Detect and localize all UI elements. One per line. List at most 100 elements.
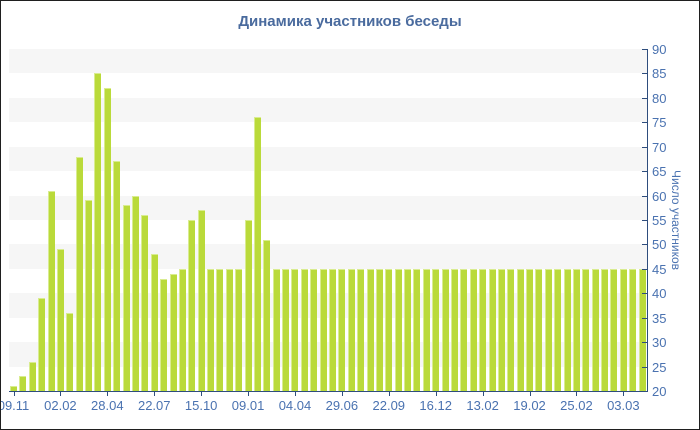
- x-tick: [435, 391, 437, 396]
- bar: [169, 273, 177, 391]
- y-axis-title: Число участников: [669, 169, 683, 271]
- y-axis-tick-label: 60: [652, 188, 667, 204]
- bar: [375, 268, 383, 391]
- x-axis-tick-label: 09.11: [0, 398, 30, 413]
- y-tick: [642, 342, 647, 344]
- bar: [103, 88, 111, 391]
- bar: [160, 278, 168, 391]
- bar: [469, 268, 477, 391]
- bar: [75, 156, 83, 391]
- bar: [113, 161, 121, 391]
- y-axis-tick-label: 20: [652, 384, 667, 399]
- x-tick: [201, 391, 203, 396]
- y-tick: [642, 171, 647, 173]
- x-axis-tick-label: 22.09: [372, 398, 406, 413]
- x-axis-tick-label: 15.10: [184, 398, 218, 413]
- bar: [225, 268, 233, 391]
- bar: [19, 376, 27, 391]
- bar: [526, 268, 534, 391]
- bar: [28, 361, 36, 391]
- x-tick: [623, 391, 625, 396]
- x-axis-tick-label: 13.02: [466, 398, 499, 413]
- bar: [310, 268, 318, 391]
- bar: [544, 268, 552, 391]
- bar: [432, 268, 440, 391]
- bar: [56, 249, 64, 391]
- bar: [385, 268, 393, 391]
- chart-title: Динамика участников беседы: [238, 13, 462, 30]
- y-tick: [642, 97, 647, 99]
- bar: [122, 205, 130, 391]
- x-tick: [341, 391, 343, 396]
- y-tick: [642, 268, 647, 270]
- bar: [319, 268, 327, 391]
- bar: [178, 268, 186, 391]
- bar: [291, 268, 299, 391]
- gridline-stripe: [9, 49, 647, 74]
- bar: [131, 195, 139, 391]
- bar: [619, 268, 627, 391]
- bar: [282, 268, 290, 391]
- x-axis-tick-label: 16.12: [419, 398, 452, 413]
- bar: [582, 268, 590, 391]
- y-tick: [642, 122, 647, 124]
- bar: [422, 268, 430, 391]
- y-tick: [642, 317, 647, 319]
- x-axis-tick-label: 04.04: [278, 398, 312, 413]
- bar: [591, 268, 599, 391]
- x-tick: [13, 391, 15, 396]
- x-tick: [529, 391, 531, 396]
- x-tick: [576, 391, 578, 396]
- bar: [197, 210, 205, 391]
- y-axis-line: [647, 49, 648, 392]
- bar: [66, 312, 74, 391]
- bar: [150, 254, 158, 391]
- bar: [394, 268, 402, 391]
- bar: [488, 268, 496, 391]
- bar: [47, 190, 55, 391]
- bar: [441, 268, 449, 391]
- y-axis-tick-label: 55: [652, 213, 667, 228]
- bar: [10, 386, 17, 391]
- bar: [357, 268, 365, 391]
- bar: [85, 200, 93, 391]
- y-tick: [642, 391, 647, 392]
- y-tick: [642, 293, 647, 295]
- y-tick: [642, 244, 647, 246]
- x-axis-tick-label: 03.03: [607, 398, 640, 413]
- y-tick: [642, 195, 647, 197]
- y-axis-tick-label: 80: [652, 90, 667, 106]
- bar: [563, 268, 571, 391]
- x-axis-tick-label: 25.02: [560, 398, 593, 413]
- bar: [329, 268, 336, 391]
- bar: [366, 268, 374, 391]
- bar: [507, 268, 515, 391]
- y-axis-tick-label: 50: [652, 237, 667, 253]
- x-tick: [388, 391, 390, 396]
- x-axis-tick-label: 29.06: [325, 398, 359, 413]
- bar: [601, 268, 609, 391]
- y-axis-tick-label: 85: [652, 66, 667, 82]
- y-axis-tick-label: 75: [652, 115, 667, 131]
- y-tick: [642, 220, 647, 221]
- x-axis-tick-label: 28.04: [91, 398, 124, 413]
- bar: [338, 268, 346, 391]
- bar: [235, 268, 243, 391]
- x-tick: [60, 391, 62, 396]
- y-axis-tick-label: 40: [652, 286, 667, 302]
- bar: [610, 268, 618, 391]
- bar: [404, 268, 412, 391]
- plot-area: [9, 49, 647, 391]
- x-tick: [154, 391, 156, 396]
- bar: [413, 268, 421, 391]
- bar: [638, 268, 646, 391]
- bar: [38, 298, 46, 391]
- x-axis-tick-label: 22.07: [137, 398, 171, 413]
- bar: [479, 268, 487, 391]
- x-axis-tick-label: 19.02: [513, 398, 546, 413]
- x-tick: [248, 391, 250, 396]
- bar: [272, 268, 280, 391]
- bar: [554, 268, 562, 391]
- bar: [516, 268, 524, 391]
